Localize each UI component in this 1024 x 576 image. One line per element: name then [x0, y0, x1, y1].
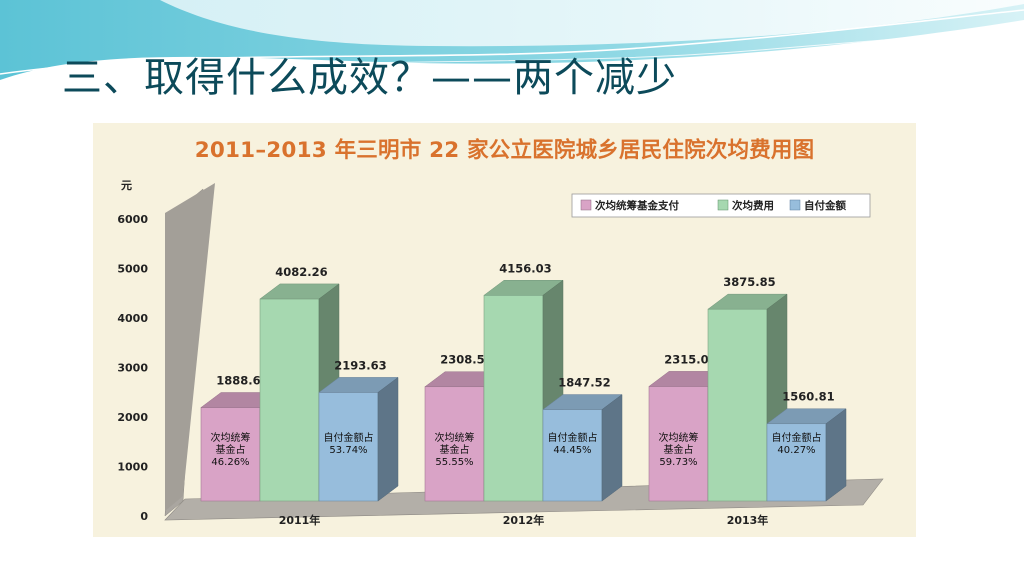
bar-share-label: 次均统筹 [659, 431, 699, 444]
bar-side [825, 408, 847, 502]
bar-front [259, 298, 320, 502]
bar-front [200, 407, 261, 502]
legend-label-pooled: 次均统筹基金支付 [595, 199, 679, 212]
y-tick-label: 4000 [117, 312, 148, 325]
chart-legend: 次均统筹基金支付 次均费用 自付金额 [571, 193, 871, 218]
bar-share-label: 次均统筹 [435, 431, 475, 444]
y-tick-label: 0 [140, 510, 148, 523]
chart-title: 2011–2013 年三明市 22 家公立医院城乡居民住院次均费用图 [194, 138, 815, 163]
bar-self-pay-2: 1847.52 [542, 376, 623, 502]
bar-front [483, 294, 544, 502]
bar-share-label: 55.55% [435, 457, 473, 468]
x-axis-labels: 2011年 2012年 2013年 [279, 513, 769, 527]
y-tick-label: 3000 [117, 362, 148, 375]
chart-bars: 1888.63 4082.26 2193.63 2308.51 4156.03 1847.… [200, 261, 847, 502]
bar-value-label: 1888.63 [216, 374, 268, 388]
bar-value-label: 4156.03 [499, 261, 551, 275]
bar-front [542, 409, 603, 502]
bar-value-label: 1560.81 [782, 390, 834, 404]
legend-label-total: 次均费用 [732, 199, 774, 212]
header-wave-line [0, 9, 1024, 75]
x-category-label: 2011年 [279, 513, 321, 527]
bar-self-pay-1: 2193.63 [318, 358, 399, 502]
back-wall-face [165, 183, 215, 511]
bar-front [766, 423, 827, 502]
x-category-label: 2013年 [727, 513, 769, 527]
bar-value-label: 2315.04 [664, 352, 716, 366]
bar-share-label: 基金占 [664, 443, 694, 456]
y-axis-ticks: 0 1000 2000 3000 4000 5000 6000 [117, 213, 148, 523]
header-wave-front [160, 0, 1024, 47]
bar-side [377, 376, 399, 502]
bar-value-label: 4082.26 [275, 265, 327, 279]
y-tick-label: 1000 [117, 461, 148, 474]
bar-share-label: 基金占 [216, 443, 246, 456]
legend-label-self: 自付金额 [804, 199, 846, 212]
y-tick-label: 5000 [117, 263, 148, 276]
bar-value-label: 2193.63 [334, 358, 386, 372]
bar-self-pay-3: 1560.81 [766, 390, 847, 502]
legend-swatch-total [717, 199, 729, 211]
chart-back-wall [164, 183, 215, 517]
bar-front [707, 308, 768, 502]
chart-svg: 0 1000 2000 3000 4000 5000 6000 元 次均统筹基金支付 次均费… [117, 179, 884, 527]
bar-side [601, 394, 623, 502]
legend-swatch-pooled [580, 199, 592, 211]
x-category-label: 2012年 [503, 513, 545, 527]
bar-share-label: 次均统筹 [211, 431, 251, 444]
bar-share-label: 46.26% [211, 457, 249, 468]
bar-share-label: 自付金额占 [548, 431, 598, 444]
bar-value-label: 1847.52 [558, 376, 610, 390]
bar-value-label: 2308.51 [440, 353, 492, 367]
bar-share-label: 基金占 [440, 443, 470, 456]
chart-panel: 0 1000 2000 3000 4000 5000 6000 元 次均统筹基金支付 次均费… [93, 123, 916, 537]
y-tick-label: 6000 [117, 213, 148, 226]
y-tick-label: 2000 [117, 411, 148, 424]
bar-front [648, 386, 709, 502]
slide-title: 三、取得什么成效？——两个减少 [62, 55, 677, 101]
bar-value-label: 3875.85 [723, 275, 775, 289]
bar-share-label: 40.27% [777, 445, 815, 456]
bar-share-label: 53.74% [329, 445, 367, 456]
bar-share-label: 59.73% [659, 457, 697, 468]
y-axis-unit: 元 [121, 179, 132, 192]
bar-share-label: 44.45% [553, 445, 591, 456]
header-wave-line-2 [0, 29, 1024, 85]
bar-share-label: 自付金额占 [324, 431, 374, 444]
legend-swatch-self [789, 199, 801, 211]
bar-share-label: 自付金额占 [772, 431, 822, 444]
